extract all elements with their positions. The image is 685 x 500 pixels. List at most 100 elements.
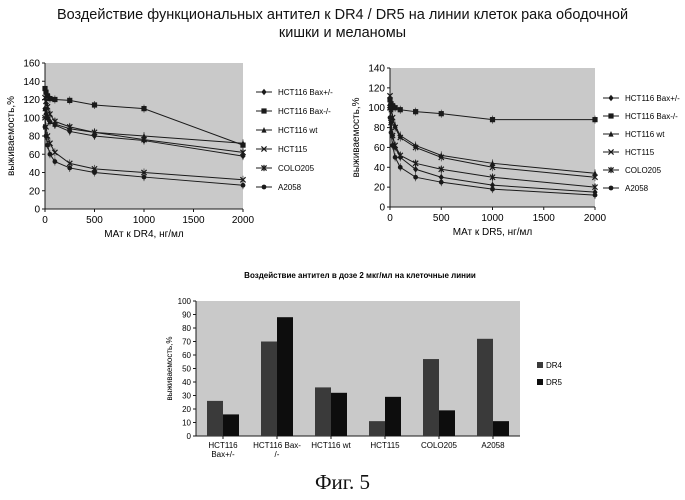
legend-marker (262, 185, 267, 190)
data-point (241, 183, 246, 188)
data-point (490, 117, 495, 122)
plot-area (196, 301, 520, 436)
data-point (593, 193, 598, 198)
legend-label: HCT116 Bax-/- (625, 112, 678, 121)
y-tick-label: 40 (29, 168, 41, 179)
legend-swatch (537, 362, 543, 368)
line-chart-2: 0204060801001201400500100015002000МАт к … (351, 64, 680, 239)
data-point (53, 159, 58, 164)
y-tick-label: 100 (368, 103, 385, 114)
bar-dr4 (261, 342, 277, 437)
legend-label: HCT115 (625, 148, 655, 157)
y-tick-label: 40 (374, 163, 386, 174)
data-point (141, 106, 146, 111)
data-point (48, 152, 53, 157)
bar-dr5 (385, 397, 401, 436)
x-axis-label: МАт к DR4, нг/мл (104, 229, 184, 240)
legend-label: HCT116 wt (278, 126, 318, 135)
data-point (439, 111, 444, 116)
bar-dr5 (331, 393, 347, 436)
y-axis-label: выживаемость,% (351, 97, 362, 177)
y-tick-label: 100 (23, 113, 40, 124)
category-label: /- (275, 450, 280, 459)
legend-label: DR4 (546, 361, 563, 370)
y-tick-label: 80 (374, 123, 386, 134)
data-point (44, 134, 49, 139)
bar-chart: Воздействие антител в дозе 2 мкг/мл на к… (165, 271, 563, 459)
bar-dr4 (477, 339, 493, 436)
data-point (43, 124, 48, 129)
y-axis-label: выживаемость,% (6, 96, 17, 176)
category-label: A2058 (481, 441, 505, 450)
legend-label: HCT116 Bax-/- (278, 107, 331, 116)
bar-dr4 (423, 359, 439, 436)
data-point (398, 165, 403, 170)
data-point (67, 98, 72, 103)
y-tick-label: 0 (379, 203, 385, 214)
y-tick-label: 60 (29, 150, 41, 161)
legend-label: A2058 (278, 183, 302, 192)
y-tick-label: 60 (374, 143, 386, 154)
legend-marker (609, 186, 614, 191)
bar-dr5 (277, 317, 293, 436)
bar-dr4 (207, 401, 223, 436)
data-point (388, 115, 393, 120)
bar-dr5 (439, 410, 455, 436)
category-label: HCT116 wt (311, 441, 351, 450)
y-tick-label: 20 (374, 183, 386, 194)
y-tick-label: 160 (23, 59, 40, 70)
x-tick-label: 1000 (481, 213, 504, 224)
y-tick-label: 80 (29, 132, 41, 143)
data-point (393, 155, 398, 160)
x-tick-label: 500 (433, 213, 450, 224)
category-label: HCT116 (208, 441, 238, 450)
x-axis-label: МАт к DR5, нг/мл (453, 227, 533, 238)
y-tick-label: 80 (182, 324, 191, 333)
legend-marker (261, 108, 266, 113)
x-tick-label: 2000 (232, 215, 255, 226)
legend-label: HCT116 Bax+/- (278, 88, 333, 97)
data-point (390, 143, 395, 148)
x-tick-label: 1000 (133, 215, 156, 226)
y-tick-label: 120 (23, 95, 40, 106)
y-tick-label: 120 (368, 83, 385, 94)
legend-label: COLO205 (625, 166, 662, 175)
figure-caption: Фиг. 5 (0, 470, 685, 495)
data-point (389, 130, 394, 135)
x-tick-label: 1500 (182, 215, 205, 226)
y-tick-label: 100 (178, 297, 192, 306)
data-point (92, 170, 97, 175)
data-point (592, 117, 597, 122)
legend-swatch (537, 379, 543, 385)
data-point (439, 180, 444, 185)
y-tick-label: 10 (182, 419, 191, 428)
legend-label: HCT116 Bax+/- (625, 94, 680, 103)
category-label: HCT116 Bax- (253, 441, 301, 450)
y-tick-label: 0 (187, 432, 192, 441)
data-point (490, 187, 495, 192)
legend-label: DR5 (546, 378, 563, 387)
data-point (52, 97, 57, 102)
data-point (142, 175, 147, 180)
category-label: COLO205 (421, 441, 458, 450)
y-tick-label: 90 (182, 311, 191, 320)
x-tick-label: 2000 (584, 213, 607, 224)
data-point (413, 175, 418, 180)
data-point (45, 143, 50, 148)
y-tick-label: 40 (182, 378, 191, 387)
x-tick-label: 1500 (533, 213, 556, 224)
legend-marker (261, 89, 266, 95)
y-tick-label: 0 (34, 205, 40, 216)
legend-label: HCT115 (278, 145, 308, 154)
data-point (92, 102, 97, 107)
category-label: HCT115 (370, 441, 400, 450)
y-tick-label: 60 (182, 351, 191, 360)
bar-dr5 (223, 414, 239, 436)
y-tick-label: 70 (182, 338, 191, 347)
y-tick-label: 20 (29, 186, 41, 197)
legend-label: HCT116 wt (625, 130, 665, 139)
y-axis-label: выживаемость,% (165, 337, 174, 401)
y-tick-label: 20 (182, 405, 191, 414)
data-point (413, 109, 418, 114)
